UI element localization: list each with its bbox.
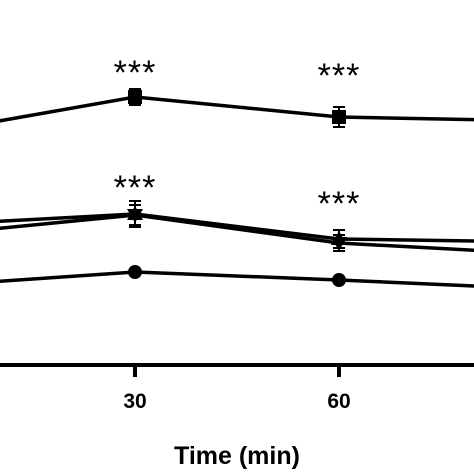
series-diamond — [0, 204, 474, 253]
series-line — [0, 212, 474, 243]
x-axis-title: Time (min) — [174, 442, 300, 470]
data-point — [128, 90, 142, 104]
series-triangle — [0, 200, 474, 249]
series-square — [0, 88, 474, 128]
significance-label: *** — [114, 54, 157, 92]
significance-label: *** — [318, 185, 361, 223]
x-tick-label: 60 — [327, 390, 350, 413]
series-line — [0, 270, 474, 288]
significance-label: *** — [318, 57, 361, 95]
series-line — [0, 213, 474, 253]
data-point — [127, 209, 143, 223]
series-line — [0, 95, 474, 123]
x-tick-label: 30 — [123, 390, 146, 413]
significance-annotations: *** *** *** *** — [114, 54, 361, 223]
significance-label: *** — [114, 169, 157, 207]
data-point — [128, 265, 142, 279]
data-point — [331, 237, 347, 251]
data-point — [332, 273, 346, 287]
series-group — [0, 88, 474, 288]
x-axis-ticks: 30 60 — [123, 365, 351, 413]
series-circle — [0, 265, 474, 288]
data-point — [332, 110, 346, 124]
